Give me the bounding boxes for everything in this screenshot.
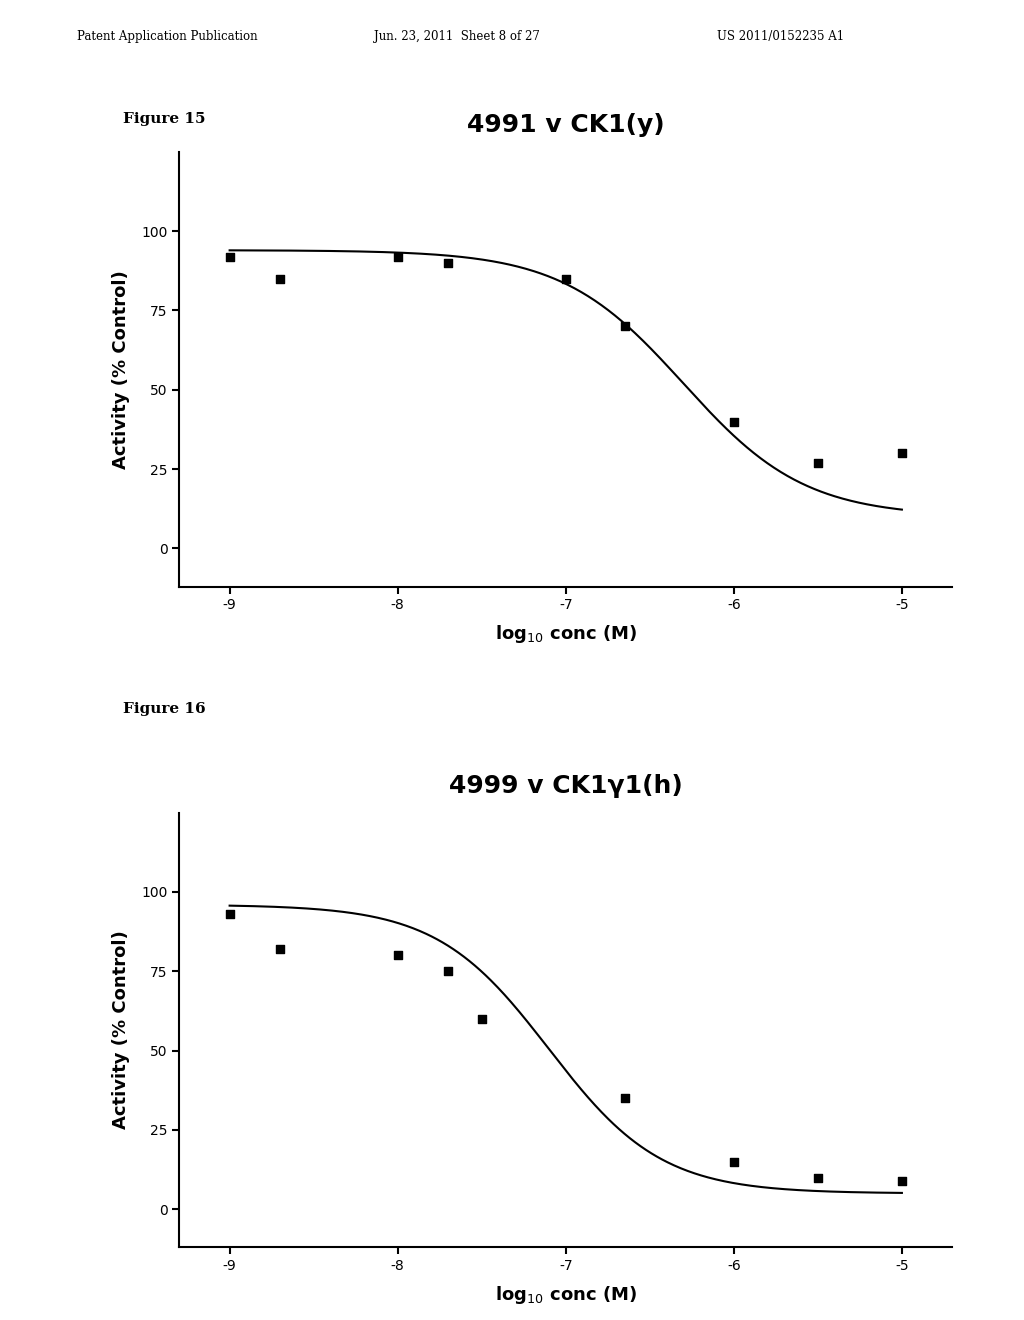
Text: US 2011/0152235 A1: US 2011/0152235 A1: [717, 30, 844, 44]
Point: [440, 252, 457, 273]
Point: [616, 315, 633, 337]
Text: Figure 16: Figure 16: [123, 702, 206, 717]
Point: [894, 442, 910, 463]
Text: Jun. 23, 2011  Sheet 8 of 27: Jun. 23, 2011 Sheet 8 of 27: [374, 30, 540, 44]
Title: 4991 v CK1(y): 4991 v CK1(y): [467, 114, 665, 137]
Point: [389, 246, 406, 267]
Y-axis label: Activity (% Control): Activity (% Control): [112, 931, 130, 1130]
Point: [726, 1151, 742, 1172]
X-axis label: log$_{10}$ conc (M): log$_{10}$ conc (M): [495, 623, 637, 645]
Title: 4999 v CK1γ1(h): 4999 v CK1γ1(h): [449, 775, 683, 799]
Point: [473, 1008, 489, 1030]
Point: [810, 453, 826, 474]
Point: [557, 268, 573, 289]
Point: [221, 904, 238, 925]
Point: [616, 1088, 633, 1109]
X-axis label: log$_{10}$ conc (M): log$_{10}$ conc (M): [495, 1284, 637, 1307]
Text: Figure 15: Figure 15: [123, 112, 206, 127]
Point: [271, 939, 288, 960]
Point: [271, 268, 288, 289]
Point: [389, 945, 406, 966]
Point: [440, 961, 457, 982]
Point: [810, 1167, 826, 1188]
Point: [221, 246, 238, 267]
Y-axis label: Activity (% Control): Activity (% Control): [112, 269, 130, 469]
Text: Patent Application Publication: Patent Application Publication: [77, 30, 257, 44]
Point: [894, 1171, 910, 1192]
Point: [726, 411, 742, 432]
